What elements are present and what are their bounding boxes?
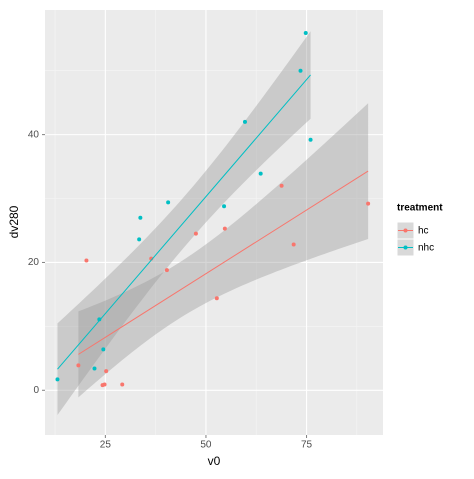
point xyxy=(101,347,106,352)
x-tick-label: 75 xyxy=(301,440,313,451)
point xyxy=(76,363,81,368)
legend-point xyxy=(403,245,408,250)
x-tick-label: 25 xyxy=(100,440,112,451)
point xyxy=(308,137,313,142)
point xyxy=(84,258,89,263)
point xyxy=(298,68,303,73)
point xyxy=(366,201,371,206)
point xyxy=(258,171,263,176)
point xyxy=(92,366,97,371)
point xyxy=(193,231,198,236)
point xyxy=(100,383,105,388)
y-tick-label: 20 xyxy=(28,257,40,268)
y-tick-label: 40 xyxy=(28,129,40,140)
point xyxy=(279,183,284,188)
point xyxy=(291,242,296,247)
point xyxy=(137,237,142,242)
legend-label: hc xyxy=(418,226,429,237)
confidence-band xyxy=(78,103,369,398)
x-tick-label: 50 xyxy=(200,440,212,451)
panel xyxy=(45,10,383,435)
point xyxy=(138,215,143,220)
x-axis-label: v0 xyxy=(208,454,221,468)
legend-point xyxy=(403,228,408,233)
point xyxy=(164,268,169,273)
point xyxy=(55,377,60,382)
point xyxy=(303,31,308,36)
y-axis-label: dv280 xyxy=(7,205,21,238)
confidence-band xyxy=(57,31,311,416)
point xyxy=(222,204,227,209)
legend-title: treatment xyxy=(397,203,443,214)
point xyxy=(222,226,227,231)
point xyxy=(242,119,247,124)
legend-label: nhc xyxy=(418,243,434,254)
point xyxy=(120,382,125,387)
point xyxy=(214,296,219,301)
point xyxy=(104,369,109,374)
point xyxy=(97,317,102,322)
trend-line xyxy=(78,170,369,355)
y-tick-label: 0 xyxy=(33,385,39,396)
point xyxy=(166,200,171,205)
